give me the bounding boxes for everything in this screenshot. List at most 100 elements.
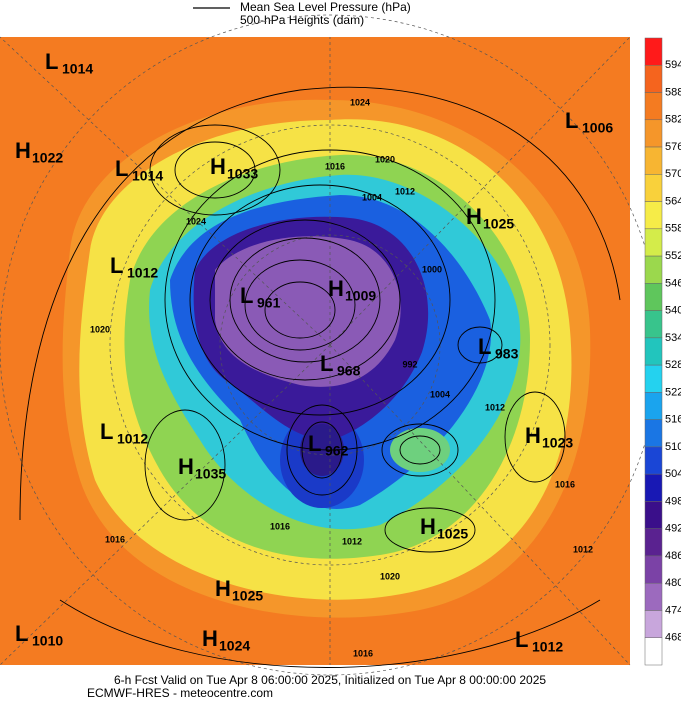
- legend-text: Mean Sea Level Pressure (hPa): [240, 0, 411, 14]
- color-tick-label: 552: [665, 250, 681, 262]
- system-pressure: 1035: [195, 466, 226, 482]
- system-pressure: 1014: [62, 61, 93, 77]
- system-pressure: 1022: [32, 150, 63, 166]
- system-letter: H: [15, 138, 31, 163]
- system-pressure: 1023: [542, 435, 573, 451]
- color-box: [644, 146, 663, 175]
- system-letter: H: [328, 276, 344, 301]
- color-box: [644, 37, 663, 66]
- contour-label: 1012: [485, 402, 505, 412]
- color-tick-label: 486: [665, 550, 681, 562]
- system-letter: H: [210, 154, 226, 179]
- system-pressure: 961: [257, 295, 281, 311]
- color-box: [644, 255, 663, 284]
- color-box: [644, 637, 663, 666]
- system-letter: H: [525, 423, 541, 448]
- color-box: [644, 283, 663, 311]
- system-pressure: 1012: [532, 639, 563, 655]
- system-pressure: 1014: [132, 168, 163, 184]
- color-box: [644, 582, 663, 611]
- system-pressure: 1025: [483, 216, 514, 232]
- system-letter: L: [110, 253, 123, 278]
- contour-label: 1020: [375, 154, 395, 164]
- system-letter: L: [100, 419, 113, 444]
- contour-label: 1016: [105, 534, 125, 544]
- color-box: [644, 119, 663, 148]
- color-tick-label: 558: [665, 223, 681, 235]
- color-tick-label: 594: [665, 59, 681, 71]
- color-box: [644, 337, 663, 366]
- color-tick-label: 498: [665, 495, 681, 507]
- color-box: [644, 501, 663, 529]
- contour-label: 1024: [350, 97, 370, 107]
- system-letter: H: [466, 204, 482, 229]
- color-tick-label: 564: [665, 195, 681, 207]
- system-letter: L: [478, 334, 491, 359]
- system-letter: H: [215, 576, 231, 601]
- footer-text: 6-h Fcst Valid on Tue Apr 8 06:00:00 202…: [114, 673, 546, 687]
- color-box: [644, 610, 663, 638]
- system-letter: L: [565, 108, 578, 133]
- system-pressure: 1006: [582, 120, 613, 136]
- field-region: [390, 428, 450, 472]
- system-pressure: 1025: [437, 526, 468, 542]
- system-letter: H: [178, 454, 194, 479]
- system-pressure: 962: [325, 443, 349, 459]
- color-box: [644, 174, 663, 202]
- color-tick-label: 480: [665, 577, 681, 589]
- field-region: [215, 236, 401, 387]
- color-box: [644, 555, 663, 584]
- color-box: [644, 392, 663, 420]
- system-letter: L: [515, 627, 528, 652]
- contour-label: 1000: [422, 264, 442, 274]
- color-box: [644, 473, 663, 502]
- system-letter: L: [15, 621, 28, 646]
- color-box: [644, 419, 663, 448]
- system-letter: H: [202, 626, 218, 651]
- system-pressure: 1025: [232, 588, 263, 604]
- color-tick-label: 570: [665, 168, 681, 180]
- contour-label: 1012: [342, 536, 362, 546]
- contour-label: 1016: [325, 161, 345, 171]
- color-tick-label: 474: [665, 604, 681, 616]
- color-box: [644, 228, 663, 257]
- system-letter: L: [45, 49, 58, 74]
- color-box: [644, 92, 663, 121]
- color-box: [644, 201, 663, 230]
- color-tick-label: 522: [665, 386, 681, 398]
- color-tick-label: 540: [665, 305, 681, 317]
- legend-text: 500-hPa Heights (dam): [240, 13, 364, 27]
- system-letter: L: [308, 431, 321, 456]
- color-tick-label: 510: [665, 441, 681, 453]
- color-tick-label: 516: [665, 414, 681, 426]
- system-pressure: 1012: [127, 265, 158, 281]
- contour-label: 1012: [395, 186, 415, 196]
- system-pressure: 983: [495, 346, 519, 362]
- system-pressure: 1033: [227, 166, 258, 182]
- system-pressure: 1009: [345, 288, 376, 304]
- color-box: [644, 364, 663, 393]
- color-tick-label: 546: [665, 277, 681, 289]
- color-box: [644, 446, 663, 475]
- isobars: [19, 86, 621, 668]
- color-tick-label: 582: [665, 114, 681, 126]
- contour-label: 992: [402, 359, 417, 369]
- system-pressure: 968: [337, 363, 361, 379]
- contour-label: 1016: [555, 479, 575, 489]
- color-bar: 594 588 582 576 570 564 558 552 546 540 534 528 522 5…: [644, 37, 681, 666]
- contour-label: 1020: [380, 571, 400, 581]
- color-box: [644, 310, 663, 339]
- footer-text: ECMWF-HRES - meteocentre.com: [87, 686, 273, 700]
- system-letter: H: [420, 514, 436, 539]
- contour-label: 1024: [186, 216, 206, 226]
- contour-label: 1016: [270, 521, 290, 531]
- color-box: [644, 528, 663, 557]
- color-tick-label: 576: [665, 141, 681, 153]
- system-letter: L: [115, 156, 128, 181]
- contour-label: 1016: [353, 648, 373, 658]
- color-tick-label: 534: [665, 332, 681, 344]
- color-tick-label: 504: [665, 468, 681, 480]
- contour-label: 1004: [430, 389, 450, 399]
